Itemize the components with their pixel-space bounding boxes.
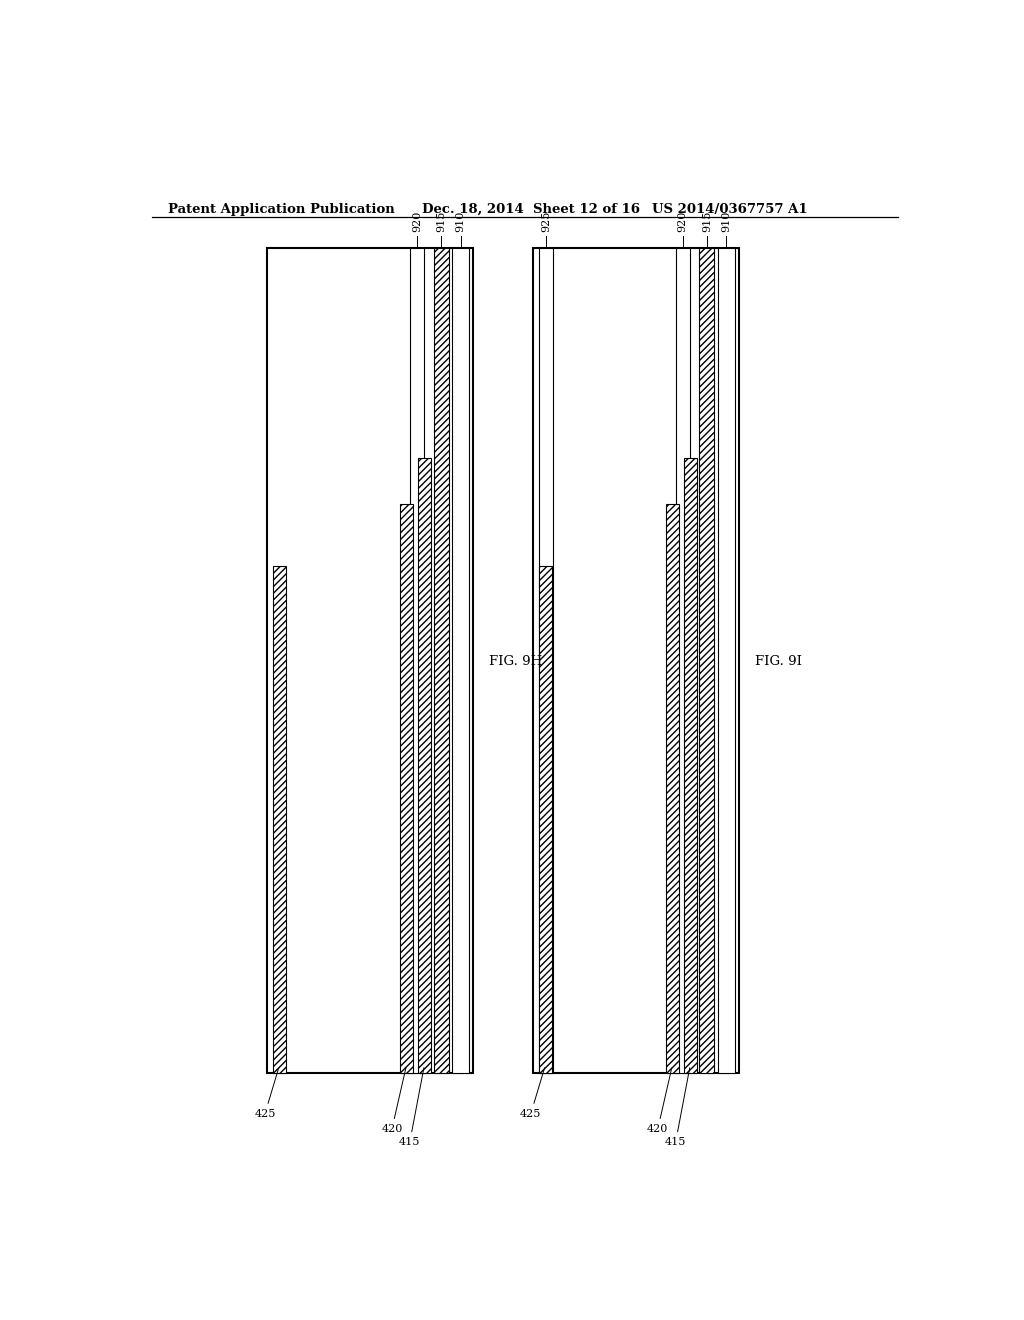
Text: FIG. 9H: FIG. 9H (489, 655, 543, 668)
Bar (532, 248, 739, 1073)
Text: 420: 420 (381, 1068, 406, 1134)
Text: Patent Application Publication: Patent Application Publication (168, 203, 394, 216)
Bar (718, 248, 735, 1073)
Text: 415: 415 (399, 1068, 424, 1147)
Text: 425: 425 (520, 1068, 545, 1119)
Text: 915: 915 (436, 210, 446, 231)
Bar (410, 248, 424, 1073)
Text: 920: 920 (412, 210, 422, 231)
Text: FIG. 9I: FIG. 9I (755, 655, 802, 668)
Bar (418, 458, 431, 1073)
Text: Sheet 12 of 16: Sheet 12 of 16 (532, 203, 640, 216)
Bar (539, 248, 553, 1073)
Text: 425: 425 (254, 1068, 279, 1119)
Bar (433, 248, 449, 1073)
Text: Dec. 18, 2014: Dec. 18, 2014 (422, 203, 523, 216)
Bar (539, 565, 552, 1073)
Text: 925: 925 (542, 210, 551, 231)
Bar (699, 248, 715, 1073)
Text: 910: 910 (456, 210, 466, 231)
Bar (273, 565, 286, 1073)
Text: 920: 920 (678, 210, 688, 231)
Text: US 2014/0367757 A1: US 2014/0367757 A1 (652, 203, 807, 216)
Bar (267, 248, 473, 1073)
Bar (666, 504, 679, 1073)
Bar (400, 504, 413, 1073)
Text: 415: 415 (665, 1068, 690, 1147)
Bar (684, 458, 697, 1073)
Text: 910: 910 (721, 210, 731, 231)
Bar (676, 248, 690, 1073)
Bar (452, 248, 469, 1073)
Text: 420: 420 (647, 1068, 672, 1134)
Text: 915: 915 (701, 210, 712, 231)
